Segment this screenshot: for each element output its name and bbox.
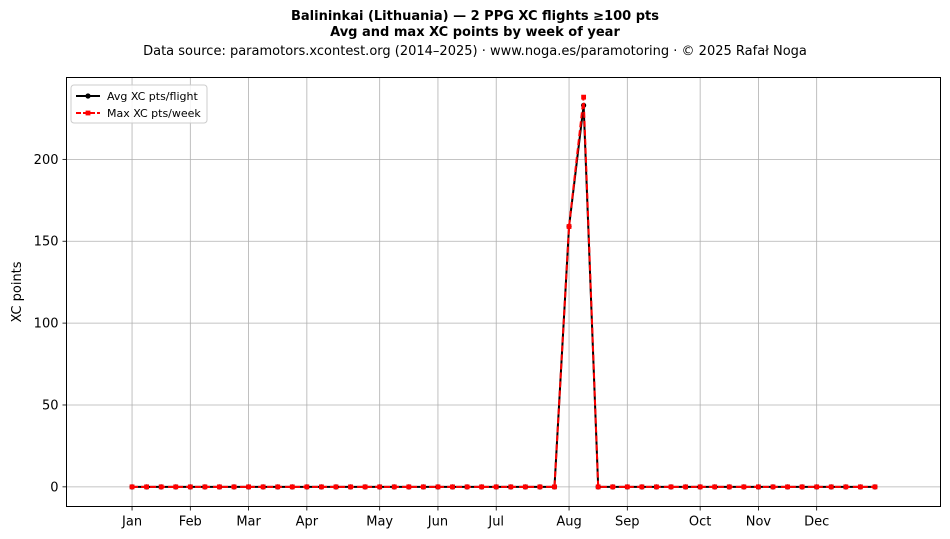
series-2-point xyxy=(202,484,208,490)
series-2-point xyxy=(493,484,499,490)
series-2-point xyxy=(217,484,222,490)
series-2-point xyxy=(799,484,805,490)
series-2-point xyxy=(289,484,295,490)
series-2-point xyxy=(756,484,761,490)
series-2-point xyxy=(654,484,659,490)
series-2-point xyxy=(828,484,834,490)
x-tick-label: Oct xyxy=(689,515,711,530)
series-2-point xyxy=(668,484,674,490)
x-tick-label: Sep xyxy=(615,515,640,530)
series-line-2 xyxy=(132,96,875,488)
series-2-point xyxy=(697,484,703,490)
series-2-point xyxy=(129,484,135,490)
x-tick-label: Apr xyxy=(296,515,319,530)
series-2-point xyxy=(537,484,543,490)
grid xyxy=(66,77,941,507)
series-2-point xyxy=(683,484,688,490)
series-2-point xyxy=(785,484,790,490)
series-2-point xyxy=(508,484,514,490)
series-2-point xyxy=(377,484,383,490)
series-2-point xyxy=(857,484,863,490)
series-2-point xyxy=(187,484,193,490)
series-2-point xyxy=(304,484,310,490)
series-line-1 xyxy=(132,104,875,488)
series-2-point xyxy=(464,484,470,490)
x-tick-label: Jul xyxy=(487,515,504,530)
chart-title-line1: Balininkai (Lithuania) — 2 PPG XC flight… xyxy=(291,9,659,24)
series-layer xyxy=(129,94,878,490)
legend-marker-1 xyxy=(85,93,91,99)
x-tick-label: Jan xyxy=(121,515,142,530)
x-tick-label: May xyxy=(366,515,393,530)
series-2-point xyxy=(231,484,237,490)
y-tick-label: 150 xyxy=(34,235,59,250)
plot-frame xyxy=(66,77,941,507)
series-2-point xyxy=(246,484,251,490)
x-tick-label: Aug xyxy=(556,515,581,530)
series-2-point xyxy=(173,484,179,490)
y-tick-label: 0 xyxy=(50,480,58,495)
axis-ticks: Jan Feb Mar Apr May Jun Jul Aug Sep Oct Nov Dec 0 50 1… xyxy=(34,153,830,530)
legend: Avg XC pts/flight Max XC pts/week xyxy=(70,84,208,124)
y-axis-label: XC points xyxy=(10,261,25,322)
series-2-point xyxy=(362,484,368,490)
chart-title-line2: Avg and max XC points by week of year xyxy=(330,25,620,40)
series-2-point xyxy=(406,484,412,490)
series-2-point xyxy=(450,484,455,490)
series-2-point xyxy=(435,484,441,490)
series-2-point xyxy=(581,94,587,100)
legend-marker-2 xyxy=(85,110,91,116)
series-2-point xyxy=(260,484,266,490)
series-2-point xyxy=(814,484,820,490)
series-2-point xyxy=(726,484,732,490)
series-2-point xyxy=(770,484,776,490)
series-2-point xyxy=(552,484,557,490)
y-tick-label: 200 xyxy=(34,153,59,168)
series-2-point xyxy=(712,484,718,490)
series-2-point xyxy=(348,484,353,490)
series-2-point xyxy=(741,484,747,490)
legend-box xyxy=(70,84,208,124)
series-2-point xyxy=(391,484,397,490)
series-2-point xyxy=(319,484,324,490)
series-2-point xyxy=(158,484,164,490)
series-2-point xyxy=(595,484,601,490)
series-2-point xyxy=(522,484,528,490)
series-2-point xyxy=(144,484,150,490)
series-2-point xyxy=(872,484,878,490)
chart-subtitle: Data source: paramotors.xcontest.org (20… xyxy=(143,44,807,59)
y-tick-label: 100 xyxy=(34,317,59,332)
series-2-point xyxy=(610,484,616,490)
series-2-point xyxy=(639,484,645,490)
x-tick-label: Mar xyxy=(236,515,261,530)
legend-label-2: Max XC pts/week xyxy=(107,107,201,120)
series-2-point xyxy=(333,484,339,490)
series-2-point xyxy=(624,484,630,490)
x-tick-label: Dec xyxy=(804,515,829,530)
series-2-point xyxy=(843,484,849,490)
series-2-point xyxy=(420,484,426,490)
x-tick-label: Feb xyxy=(179,515,202,530)
x-tick-label: Jun xyxy=(427,515,448,530)
series-2-point xyxy=(275,484,281,490)
series-2-point xyxy=(479,484,485,490)
x-tick-label: Nov xyxy=(746,515,772,530)
y-tick-label: 50 xyxy=(42,398,59,413)
series-2-point xyxy=(566,224,572,229)
legend-label-1: Avg XC pts/flight xyxy=(107,90,198,103)
